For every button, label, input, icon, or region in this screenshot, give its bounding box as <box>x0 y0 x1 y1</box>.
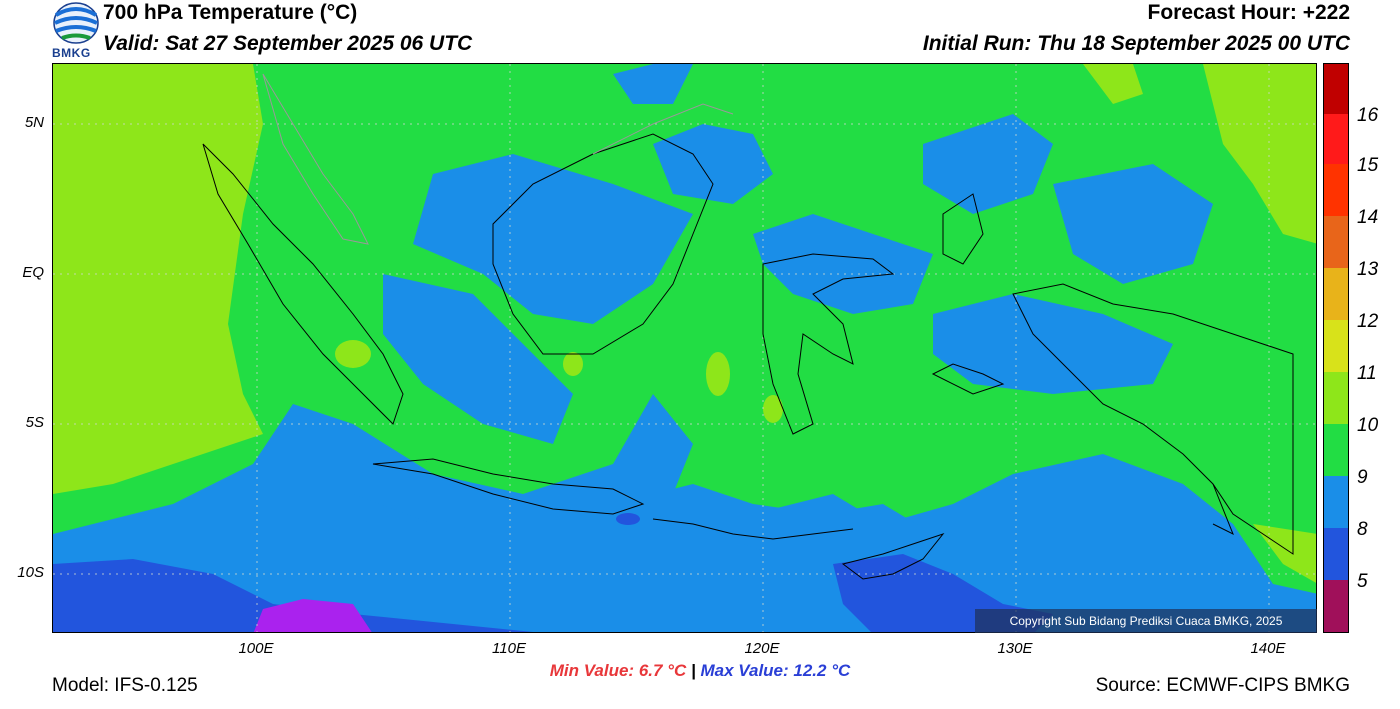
colorbar-label: 12 <box>1357 311 1379 332</box>
lon-label: 140E <box>1250 640 1286 657</box>
initial-run: Initial Run: Thu 18 September 2025 00 UT… <box>922 32 1350 55</box>
valid-time: Valid: Sat 27 September 2025 06 UTC <box>103 32 473 55</box>
lon-label: 110E <box>492 640 526 657</box>
logo-text: BMKG <box>52 46 91 60</box>
min-value: Min Value: 6.7 °C <box>549 661 687 680</box>
colorbar-label: 8 <box>1357 519 1368 540</box>
copyright-notice: Copyright Sub Bidang Prediksi Cuaca BMKG… <box>975 609 1317 633</box>
min-max-values: Min Value: 6.7 °C | Max Value: 12.2 °C <box>0 661 1400 681</box>
colorbar-swatch <box>1324 114 1348 164</box>
colorbar-label: 10 <box>1357 415 1379 436</box>
data-source: Source: ECMWF-CIPS BMKG <box>1095 675 1350 696</box>
colorbar-swatch <box>1324 424 1348 476</box>
colorbar-label: 13 <box>1357 259 1379 280</box>
lon-label: 130E <box>997 640 1033 657</box>
colorbar-label: 14 <box>1357 207 1379 228</box>
lat-label: EQ <box>22 264 44 281</box>
colorbar-swatch <box>1324 580 1348 632</box>
colorbar-label: 16 <box>1357 105 1379 126</box>
stats-separator: | <box>690 661 696 680</box>
lon-label: 100E <box>238 640 274 657</box>
colorbar-label: 11 <box>1357 363 1377 384</box>
lon-label: 120E <box>744 640 780 657</box>
colorbar-label: 5 <box>1357 571 1368 592</box>
colorbar-swatch <box>1324 476 1348 528</box>
colorbar-label: 15 <box>1357 155 1379 176</box>
colorbar-swatch <box>1324 88 1348 114</box>
colorbar-label: 9 <box>1357 467 1368 488</box>
bmkg-logo <box>52 1 100 61</box>
max-value: Max Value: 12.2 °C <box>700 661 851 680</box>
colorbar-swatch <box>1324 64 1348 88</box>
lat-label: 10S <box>17 564 44 581</box>
colorbar-swatch <box>1324 528 1348 580</box>
colorbar-swatch <box>1324 164 1348 216</box>
lat-label: 5S <box>25 414 44 431</box>
map-title: 700 hPa Temperature (°C) <box>103 1 358 24</box>
colorbar-swatch <box>1324 268 1348 320</box>
colorbar-swatch <box>1324 372 1348 424</box>
temperature-field <box>53 64 1316 632</box>
colorbar-swatch <box>1324 320 1348 372</box>
forecast-hour: Forecast Hour: +222 <box>1147 1 1351 24</box>
colorbar <box>1323 63 1349 633</box>
lat-label: 5N <box>24 114 44 131</box>
temperature-map <box>52 63 1317 633</box>
model-name: Model: IFS-0.125 <box>52 675 198 696</box>
colorbar-swatch <box>1324 216 1348 268</box>
coastlines <box>202 73 1294 580</box>
